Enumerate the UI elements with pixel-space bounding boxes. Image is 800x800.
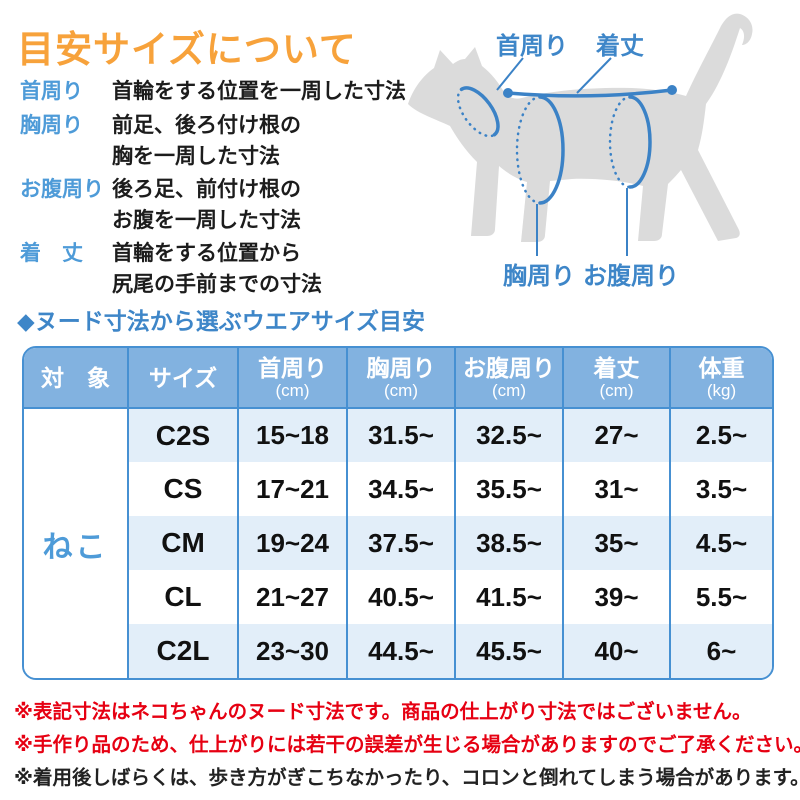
neck-value: 21~27 — [238, 570, 348, 624]
note-handmade: ※手作り品のため、仕上がりには若干の誤差が生じる場合がありますのでご了承ください… — [14, 734, 800, 756]
weight-value: 3.5~ — [695, 473, 748, 504]
definition-line: お腹を一周した寸法 — [112, 209, 301, 232]
weight-value: 4.5~ — [670, 516, 772, 570]
definition-text: 首輪をする位置を一周した寸法 — [112, 76, 406, 107]
definition-line: 首輪をする位置を一周した寸法 — [112, 80, 406, 103]
definition-row-length: 着 丈 首輪をする位置から 尻尾の手前までの寸法 — [20, 238, 322, 300]
header-target: 対 象 — [24, 348, 129, 409]
footer-notes: ※表記寸法はネコちゃんのヌード寸法です。商品の仕上がり寸法ではございません。 ※… — [14, 696, 800, 795]
chest-ellipse — [515, 95, 565, 205]
size-cell: C2L — [128, 624, 239, 678]
definition-row-chest: 胸周り 前足、後ろ付け根の 胸を一周した寸法 — [20, 110, 301, 172]
definition-text: 前足、後ろ付け根の 胸を一周した寸法 — [112, 110, 301, 172]
chest-value: 34.5~ — [347, 462, 456, 516]
neck-leader-line — [496, 57, 524, 91]
note-nude-size: ※表記寸法はネコちゃんのヌード寸法です。商品の仕上がり寸法ではございません。 — [14, 701, 752, 723]
table-row: CL 21~27 40.5~ 41.5~ 39~ 5.5~ — [24, 570, 772, 624]
length-value: 39~ — [563, 570, 671, 624]
neck-ellipse — [456, 86, 500, 138]
belly-value: 32.5~ — [455, 408, 564, 462]
belly-value: 41.5~ — [455, 570, 564, 624]
neck-value: 19~24 — [238, 516, 348, 570]
table-row: CS 17~21 34.5~ 35.5~ 31~ 3.5~ — [24, 462, 772, 516]
chest-value: 31.5~ — [347, 408, 456, 462]
length-value: 40~ — [563, 624, 671, 678]
neck-value: 15~18 — [238, 408, 348, 462]
definition-line: 胸を一周した寸法 — [112, 145, 280, 168]
diagram-label-neck: 首周り — [496, 33, 568, 60]
belly-value: 35.5~ — [455, 462, 564, 516]
header-length: 着丈 (cm) — [563, 348, 671, 409]
belly-value: 45.5~ — [455, 624, 564, 678]
weight-value: 6~ — [670, 624, 772, 678]
size-cell: CS — [128, 462, 239, 516]
cat-measurement-diagram: 首周り 着丈 胸周り お腹周り — [400, 0, 800, 300]
target-cell: ねこ — [24, 408, 129, 678]
definition-row-neck: 首周り 首輪をする位置を一周した寸法 — [20, 76, 406, 107]
table-row: ねこ C2S 15~18 31.5~ 32.5~ 27~ 2.5~ — [24, 408, 772, 678]
definition-text: 首輪をする位置から 尻尾の手前までの寸法 — [112, 238, 322, 300]
definition-term: お腹周り — [20, 178, 104, 201]
neck-value: 23~30 — [238, 624, 348, 678]
diagram-label-chest: 胸周り — [503, 263, 575, 290]
length-value: 31~ — [563, 462, 671, 516]
definition-term: 着 丈 — [20, 242, 83, 265]
size-table-heading: ◆ヌード寸法から選ぶウエアサイズ目安 — [17, 308, 425, 334]
chest-value: 37.5~ — [347, 516, 456, 570]
definition-line: 首輪をする位置から — [112, 242, 301, 265]
size-table-grid: 対 象 サイズ 首周り (cm) 胸周り (cm) お腹周り (cm) 着丈 (cm) … — [24, 348, 772, 678]
definition-row-belly: お腹周り 後ろ足、前付け根の お腹を一周した寸法 — [20, 174, 301, 236]
note-after-wearing: ※着用後しばらくは、歩き方がぎこちなかったり、コロンと倒れてしまう場合があります… — [14, 767, 800, 789]
page-title: 目安サイズについて — [17, 29, 357, 70]
header-neck: 首周り (cm) — [238, 348, 348, 409]
weight-value: 5.5~ — [695, 581, 748, 612]
length-leader-line — [576, 57, 612, 94]
neck-value: 17~21 — [238, 462, 348, 516]
diagram-label-belly: お腹周り — [583, 263, 679, 290]
length-value: 27~ — [563, 408, 671, 462]
diagram-label-length: 着丈 — [596, 33, 644, 60]
header-chest: 胸周り (cm) — [347, 348, 456, 409]
cat-diagram-svg — [408, 13, 753, 256]
definition-line: 後ろ足、前付け根の — [112, 178, 301, 201]
cat-silhouette-image — [408, 13, 753, 243]
table-header-row: 対 象 サイズ 首周り (cm) 胸周り (cm) お腹周り (cm) 着丈 (cm) … — [24, 348, 772, 409]
size-cell: C2S — [128, 408, 239, 462]
chest-value: 40.5~ — [347, 570, 456, 624]
size-table: 対 象 サイズ 首周り (cm) 胸周り (cm) お腹周り (cm) 着丈 (cm) … — [22, 346, 774, 680]
belly-value: 38.5~ — [455, 516, 564, 570]
weight-value: 2.5~ — [670, 408, 772, 462]
length-value: 35~ — [563, 516, 671, 570]
header-belly: お腹周り (cm) — [455, 348, 564, 409]
definition-line: 前足、後ろ付け根の — [112, 114, 301, 137]
definition-term: 胸周り — [20, 114, 83, 137]
table-row: CM 19~24 37.5~ 38.5~ 35~ 4.5~ — [24, 516, 772, 570]
header-size: サイズ — [128, 348, 239, 409]
definition-term: 首周り — [20, 80, 83, 103]
definition-text: 後ろ足、前付け根の お腹を一周した寸法 — [112, 174, 301, 236]
header-weight: 体重 (kg) — [670, 348, 772, 409]
chest-value: 44.5~ — [347, 624, 456, 678]
length-measure-line — [503, 85, 677, 98]
definition-line: 尻尾の手前までの寸法 — [112, 273, 322, 296]
belly-ellipse — [608, 95, 652, 189]
table-row: C2L 23~30 44.5~ 45.5~ 40~ 6~ — [24, 624, 772, 678]
size-cell: CL — [128, 570, 239, 624]
size-cell: CM — [128, 516, 239, 570]
